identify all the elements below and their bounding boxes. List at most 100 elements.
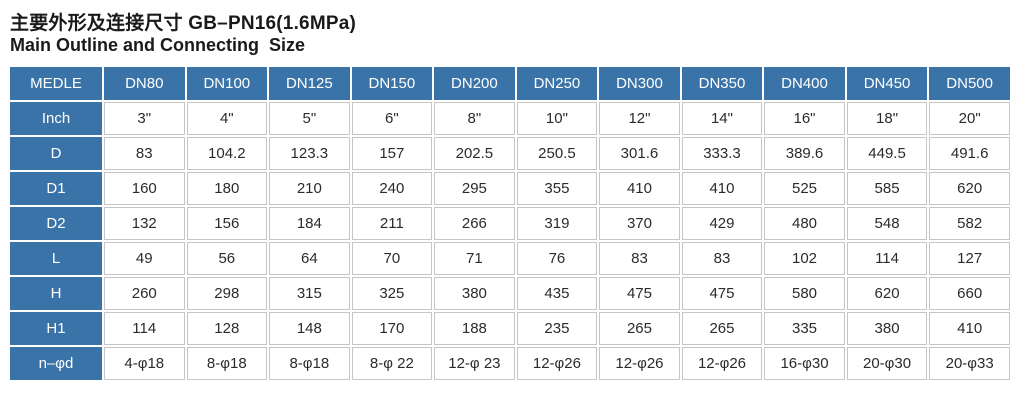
table-cell: 127 [929,242,1010,276]
table-cell: 16" [764,102,845,136]
table-cell: 128 [186,312,268,346]
table-cell: 491.6 [929,137,1010,171]
table-body: Inch 3" 4" 5" 6" 8" 10" 12" 14" 16" 18" 20" D 83 104.2… [10,102,1010,381]
table-cell: 325 [351,277,433,311]
table-cell: 180 [186,172,268,206]
table-cell: 156 [186,207,268,241]
table-cell: 525 [764,172,845,206]
table-row: D1 160 180 210 240 295 355 410 410 525 585 620 [10,172,1010,206]
table-cell: 380 [846,312,928,346]
table-cell: 160 [104,172,185,206]
table-cell: 114 [846,242,928,276]
table-cell: 12-φ26 [516,347,598,381]
table-cell: 157 [351,137,433,171]
table-row: D 83 104.2 123.3 157 202.5 250.5 301.6 333.3 389.… [10,137,1010,171]
table-cell: 335 [764,312,845,346]
table-row: H 260 298 315 325 380 435 475 475 580 620 660 [10,277,1010,311]
table-cell: 620 [929,172,1010,206]
column-header: DN350 [681,67,763,101]
table-cell: 184 [269,207,350,241]
corner-header-medle: MEDLE [10,67,102,101]
table-cell: 12-φ26 [599,347,680,381]
table-cell: 370 [599,207,680,241]
table-cell: 240 [351,172,433,206]
column-header: DN80 [104,67,185,101]
table-cell: 8-φ18 [186,347,268,381]
table-cell: 4" [186,102,268,136]
table-row: H1 114 128 148 170 188 235 265 265 335 380 410 [10,312,1010,346]
table-cell: 265 [681,312,763,346]
table-cell: 64 [269,242,350,276]
table-cell: 202.5 [434,137,515,171]
table-cell: 475 [599,277,680,311]
row-label: H [10,277,102,311]
table-cell: 83 [104,137,185,171]
table-cell: 3" [104,102,185,136]
table-cell: 585 [846,172,928,206]
table-cell: 389.6 [764,137,845,171]
table-cell: 319 [516,207,598,241]
table-cell: 10" [516,102,598,136]
table-cell: 132 [104,207,185,241]
row-label: L [10,242,102,276]
column-header: DN500 [929,67,1010,101]
row-label: H1 [10,312,102,346]
table-row: n–φd 4-φ18 8-φ18 8-φ18 8-φ 22 12-φ 23 12-φ26 12… [10,347,1010,381]
table-cell: 266 [434,207,515,241]
table-cell: 70 [351,242,433,276]
column-header: DN150 [351,67,433,101]
table-cell: 580 [764,277,845,311]
table-cell: 18" [846,102,928,136]
table-cell: 260 [104,277,185,311]
table-cell: 6" [351,102,433,136]
column-header: DN300 [599,67,680,101]
table-row: Inch 3" 4" 5" 6" 8" 10" 12" 14" 16" 18" 20" [10,102,1010,136]
table-cell: 315 [269,277,350,311]
row-label: D [10,137,102,171]
table-cell: 582 [929,207,1010,241]
table-cell: 20-φ33 [929,347,1010,381]
table-cell: 56 [186,242,268,276]
table-cell: 20-φ30 [846,347,928,381]
column-header: DN100 [186,67,268,101]
table-cell: 235 [516,312,598,346]
table-cell: 265 [599,312,680,346]
table-cell: 435 [516,277,598,311]
table-cell: 295 [434,172,515,206]
table-cell: 12" [599,102,680,136]
table-row: D2 132 156 184 211 266 319 370 429 480 548 582 [10,207,1010,241]
table-row: L 49 56 64 70 71 76 83 83 102 114 127 [10,242,1010,276]
table-cell: 12-φ 23 [434,347,515,381]
title-english: Main Outline and Connecting Size [10,35,306,56]
table-cell: 12-φ26 [681,347,763,381]
table-cell: 114 [104,312,185,346]
title-chinese: 主要外形及连接尺寸 GB–PN16(1.6MPa) [10,13,357,34]
table-cell: 8-φ 22 [351,347,433,381]
table-cell: 380 [434,277,515,311]
table-cell: 83 [681,242,763,276]
table-cell: 4-φ18 [104,347,185,381]
table-cell: 298 [186,277,268,311]
table-cell: 410 [929,312,1010,346]
table-cell: 8-φ18 [269,347,350,381]
table-header-row: MEDLE DN80 DN100 DN125 DN150 DN200 DN250 DN300 D… [10,67,1010,101]
row-label: D1 [10,172,102,206]
table-cell: 188 [434,312,515,346]
table-cell: 548 [846,207,928,241]
table-cell: 102 [764,242,845,276]
table-cell: 429 [681,207,763,241]
table-cell: 480 [764,207,845,241]
table-cell: 660 [929,277,1010,311]
table-cell: 104.2 [186,137,268,171]
table-cell: 355 [516,172,598,206]
table-cell: 449.5 [846,137,928,171]
table-cell: 49 [104,242,185,276]
section-titles: 主要外形及连接尺寸 GB–PN16(1.6MPa) Main Outline a… [0,0,1020,57]
table-cell: 14" [681,102,763,136]
table-cell: 5" [269,102,350,136]
table-cell: 620 [846,277,928,311]
table-cell: 210 [269,172,350,206]
table-cell: 170 [351,312,433,346]
table-cell: 250.5 [516,137,598,171]
